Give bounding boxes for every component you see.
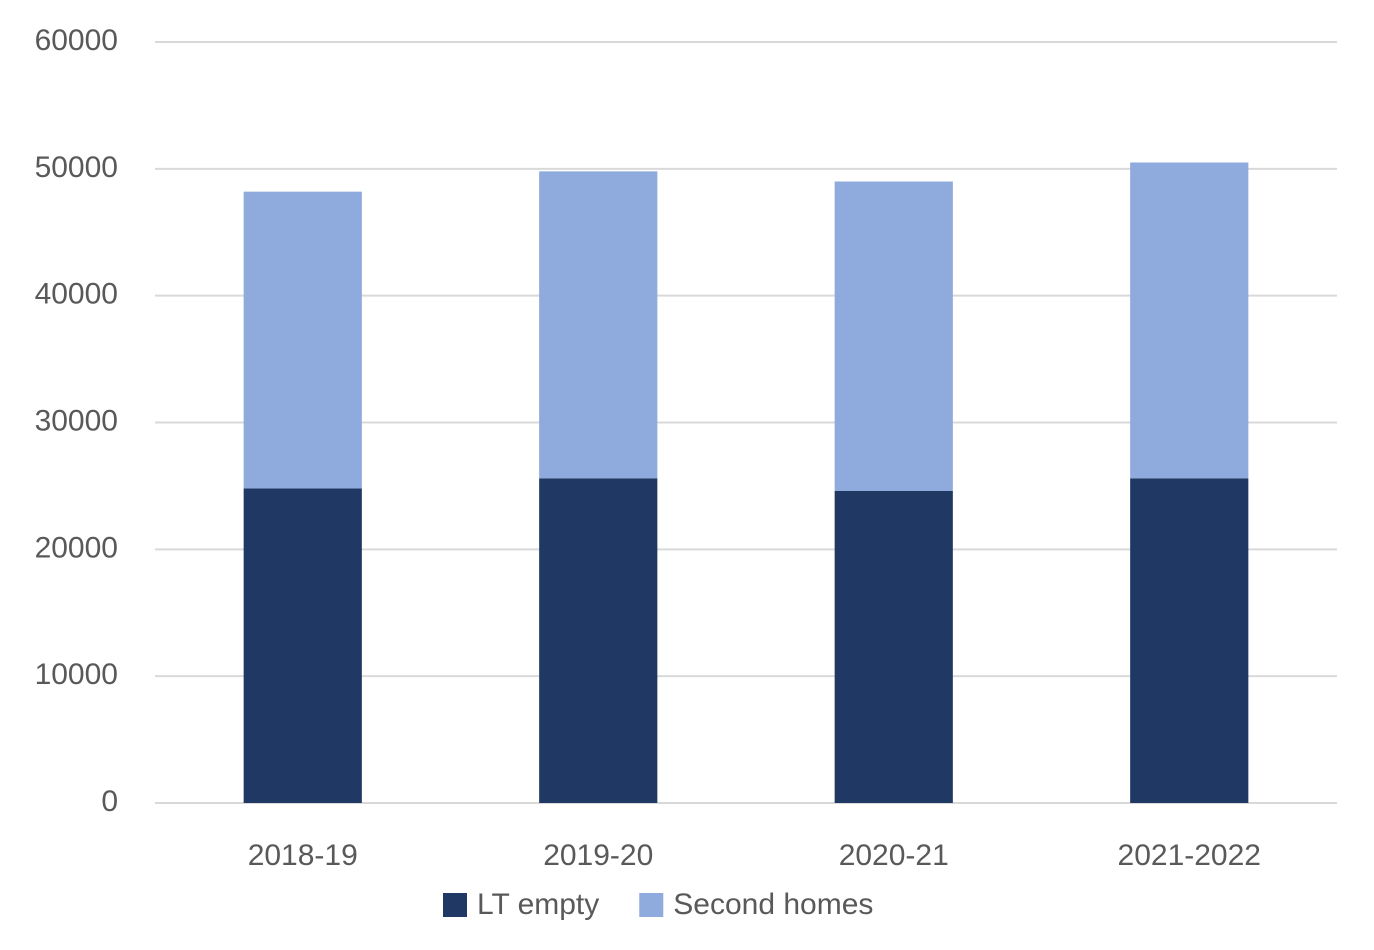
bar-segment: [1130, 478, 1249, 803]
y-tick-label: 40000: [35, 278, 118, 311]
x-tick-label: 2021-2022: [1118, 839, 1261, 872]
y-tick-label: 20000: [35, 531, 118, 564]
x-tick-label: 2018-19: [248, 839, 358, 872]
y-tick-label: 60000: [35, 24, 118, 57]
legend-label: LT empty: [477, 888, 599, 921]
legend-swatch: [443, 893, 467, 917]
y-tick-label: 50000: [35, 151, 118, 184]
bar-segment: [243, 488, 362, 803]
bar-segment: [834, 181, 953, 491]
x-tick-label: 2020-21: [839, 839, 949, 872]
x-tick-label: 2019-20: [543, 839, 653, 872]
bar-segment: [539, 171, 658, 479]
y-tick-label: 30000: [35, 404, 118, 437]
y-tick-label: 0: [101, 785, 118, 818]
bar-segment: [539, 478, 658, 803]
bar-segment: [243, 191, 362, 489]
bar-segment: [834, 490, 953, 803]
y-tick-label: 10000: [35, 658, 118, 691]
bar-segment: [1130, 162, 1249, 479]
legend-swatch: [639, 893, 664, 917]
legend-label: Second homes: [673, 888, 873, 921]
